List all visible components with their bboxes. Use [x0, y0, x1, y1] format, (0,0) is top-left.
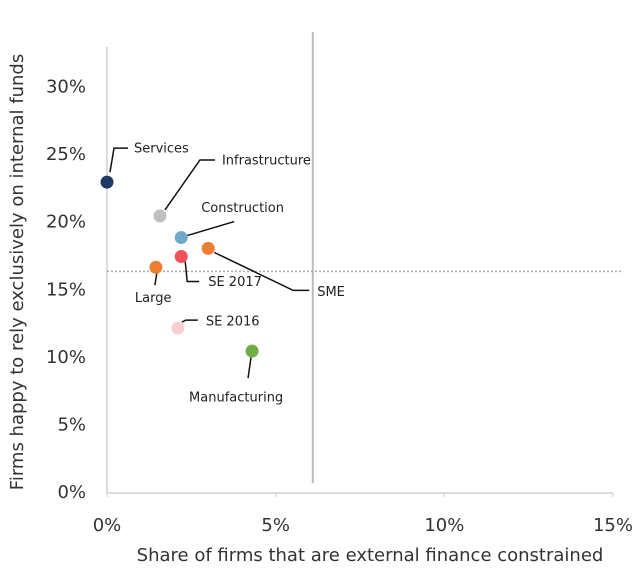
x-tick-label: 10% [424, 515, 464, 536]
point [153, 209, 167, 223]
point [201, 241, 215, 255]
y-axis-title: Firms happy to rely exclusively on inter… [7, 54, 28, 490]
point [149, 260, 163, 274]
x-tick-label: 0% [93, 515, 122, 536]
y-tick-label: 10% [46, 347, 86, 368]
leader-line [247, 356, 252, 379]
leader-line [164, 159, 215, 211]
y-tick-label: 5% [57, 414, 86, 435]
leader-line [154, 272, 158, 286]
point-label: SME [317, 285, 345, 300]
point-label: Infrastructure [222, 153, 311, 168]
y-tick-label: 15% [46, 279, 86, 300]
point [174, 231, 188, 245]
point [174, 249, 188, 263]
y-tick-label: 0% [57, 482, 86, 503]
point-label: SE 2017 [208, 275, 262, 290]
y-tick-label: 25% [46, 144, 86, 165]
point [100, 175, 114, 189]
point-label: SE 2016 [206, 315, 260, 330]
point-label: Construction [201, 201, 284, 216]
point-label: Large [135, 291, 172, 306]
point [245, 344, 259, 358]
leader-line [213, 251, 310, 292]
x-axis-title: Share of firms that are external finance… [137, 545, 604, 566]
point-label: Services [134, 142, 189, 157]
point [171, 321, 185, 335]
leader-line [184, 261, 200, 283]
point-label: Manufacturing [189, 391, 283, 406]
y-tick-label: 20% [46, 212, 86, 233]
leader-line [186, 220, 235, 237]
x-tick-label: 5% [261, 515, 290, 536]
leader-line [109, 147, 128, 173]
y-tick-label: 30% [46, 77, 86, 98]
leader-line [181, 319, 198, 323]
x-tick-label: 15% [593, 515, 633, 536]
